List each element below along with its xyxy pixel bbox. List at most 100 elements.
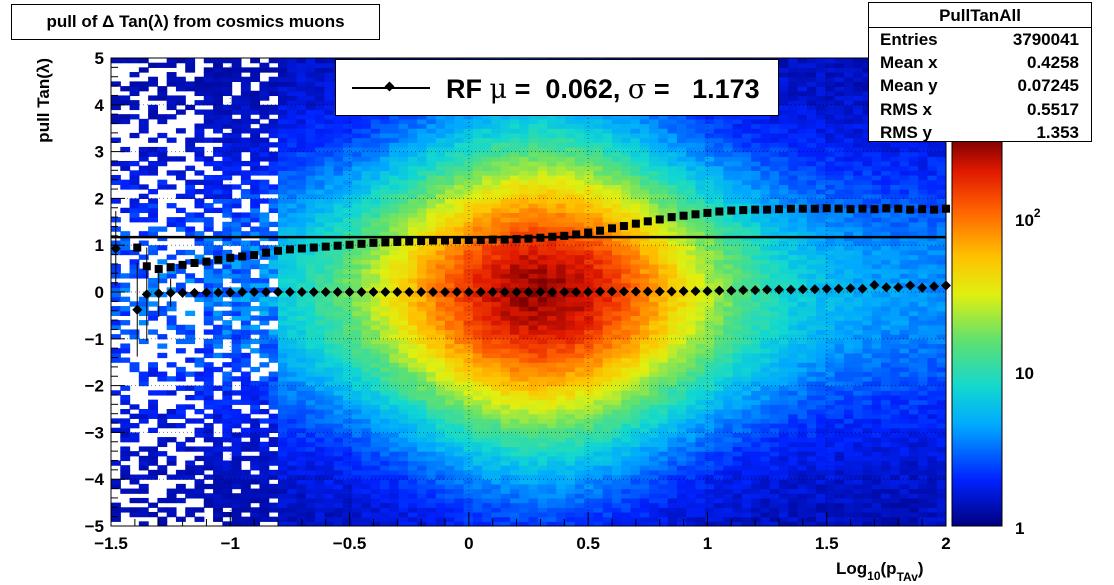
heatmap-cell	[175, 268, 186, 274]
heatmap-cell	[250, 479, 261, 485]
heatmap-cell	[593, 198, 604, 204]
heatmap-cell	[454, 315, 465, 321]
heatmap-cell	[547, 343, 557, 349]
heatmap-cell	[472, 142, 483, 148]
heatmap-cell	[324, 254, 335, 260]
heatmap-cell	[342, 511, 353, 518]
heatmap-cell	[574, 413, 585, 419]
heatmap-cell	[203, 249, 214, 256]
heatmap-cell	[259, 114, 270, 120]
heatmap-cell	[222, 273, 233, 279]
heatmap-cell	[296, 507, 307, 513]
heatmap-cell	[547, 203, 557, 209]
heatmap-cell	[175, 483, 186, 490]
heatmap-cell	[129, 301, 140, 307]
heatmap-cell	[370, 465, 381, 471]
heatmap-cell	[296, 324, 307, 331]
heatmap-cell	[556, 479, 567, 485]
heatmap-cell	[148, 277, 158, 284]
heatmap-cell	[445, 245, 455, 251]
heatmap-cell	[454, 273, 465, 279]
heatmap-cell	[565, 235, 576, 242]
heatmap-cell	[240, 516, 251, 522]
heatmap-cell	[491, 184, 502, 190]
heatmap-cell	[407, 259, 418, 265]
heatmap-cell	[426, 521, 437, 526]
heatmap-cell	[333, 128, 344, 134]
heatmap-cell	[417, 465, 428, 471]
heatmap-cell	[612, 179, 622, 185]
heatmap-cell	[315, 455, 325, 462]
heatmap-cell	[278, 413, 288, 419]
heatmap-cell	[500, 165, 511, 171]
heatmap-cell	[259, 109, 270, 115]
heatmap-cell	[435, 404, 446, 410]
heatmap-cell	[213, 451, 223, 457]
heatmap-cell	[305, 516, 316, 522]
heatmap-cell	[584, 437, 595, 443]
heatmap-cell	[584, 142, 595, 148]
heatmap-cell	[361, 240, 372, 246]
heatmap-cell	[417, 413, 428, 419]
heatmap-cell	[445, 231, 455, 237]
heatmap-cell	[574, 184, 585, 190]
heatmap-cell	[305, 511, 316, 518]
heatmap-cell	[547, 277, 557, 284]
heatmap-cell	[593, 184, 604, 190]
heatmap-cell	[287, 324, 298, 331]
heatmap-cell	[621, 235, 632, 242]
heatmap-cell	[389, 217, 400, 223]
heatmap-cell	[547, 423, 557, 429]
heatmap-cell	[324, 235, 335, 242]
heatmap-cell	[565, 123, 576, 129]
heatmap-cell	[565, 521, 576, 526]
heatmap-cell	[148, 455, 158, 462]
heatmap-cell	[222, 212, 233, 218]
heatmap-cell	[305, 437, 316, 443]
heatmap-cell	[556, 254, 567, 260]
heatmap-cell	[500, 502, 511, 508]
heatmap-cell	[268, 184, 279, 190]
heatmap-cell	[175, 423, 186, 429]
heatmap-cell	[342, 460, 353, 466]
heatmap-cell	[584, 493, 595, 499]
heatmap-cell	[333, 455, 344, 462]
heatmap-cell	[389, 160, 400, 167]
heatmap-cell	[203, 175, 214, 181]
heatmap-cell	[445, 511, 455, 518]
heatmap-cell	[454, 469, 465, 476]
heatmap-cell	[213, 235, 223, 242]
heatmap-cell	[380, 324, 390, 331]
heatmap-cell	[370, 235, 381, 242]
heatmap-cell	[639, 511, 650, 518]
heatmap-cell	[435, 142, 446, 148]
heatmap-cell	[231, 296, 242, 302]
heatmap-cell	[454, 254, 465, 260]
heatmap-cell	[407, 301, 418, 307]
heatmap-cell	[213, 409, 223, 415]
heatmap-cell	[472, 221, 483, 228]
heatmap-cell	[389, 165, 400, 171]
heatmap-cell	[584, 273, 595, 279]
heatmap-cell	[639, 432, 650, 438]
heatmap-cell	[250, 465, 261, 471]
heatmap-cell	[231, 507, 242, 513]
heatmap-cell	[426, 273, 437, 279]
heatmap-cell	[407, 329, 418, 335]
heatmap-cell	[612, 263, 622, 270]
heatmap-cell	[472, 207, 483, 214]
heatmap-cell	[213, 146, 223, 153]
heatmap-cell	[565, 175, 576, 181]
heatmap-cell	[389, 315, 400, 321]
heatmap-cell	[482, 446, 492, 452]
heatmap-cell	[435, 399, 446, 405]
heatmap-cell	[148, 151, 158, 157]
heatmap-cell	[185, 310, 196, 316]
heatmap-cell	[389, 385, 400, 391]
heatmap-cell	[278, 432, 288, 438]
heatmap-cell	[185, 437, 196, 443]
heatmap-cell	[268, 306, 279, 312]
heatmap-cell	[584, 460, 595, 466]
heatmap-cell	[175, 385, 186, 391]
heatmap-cell	[639, 409, 650, 415]
